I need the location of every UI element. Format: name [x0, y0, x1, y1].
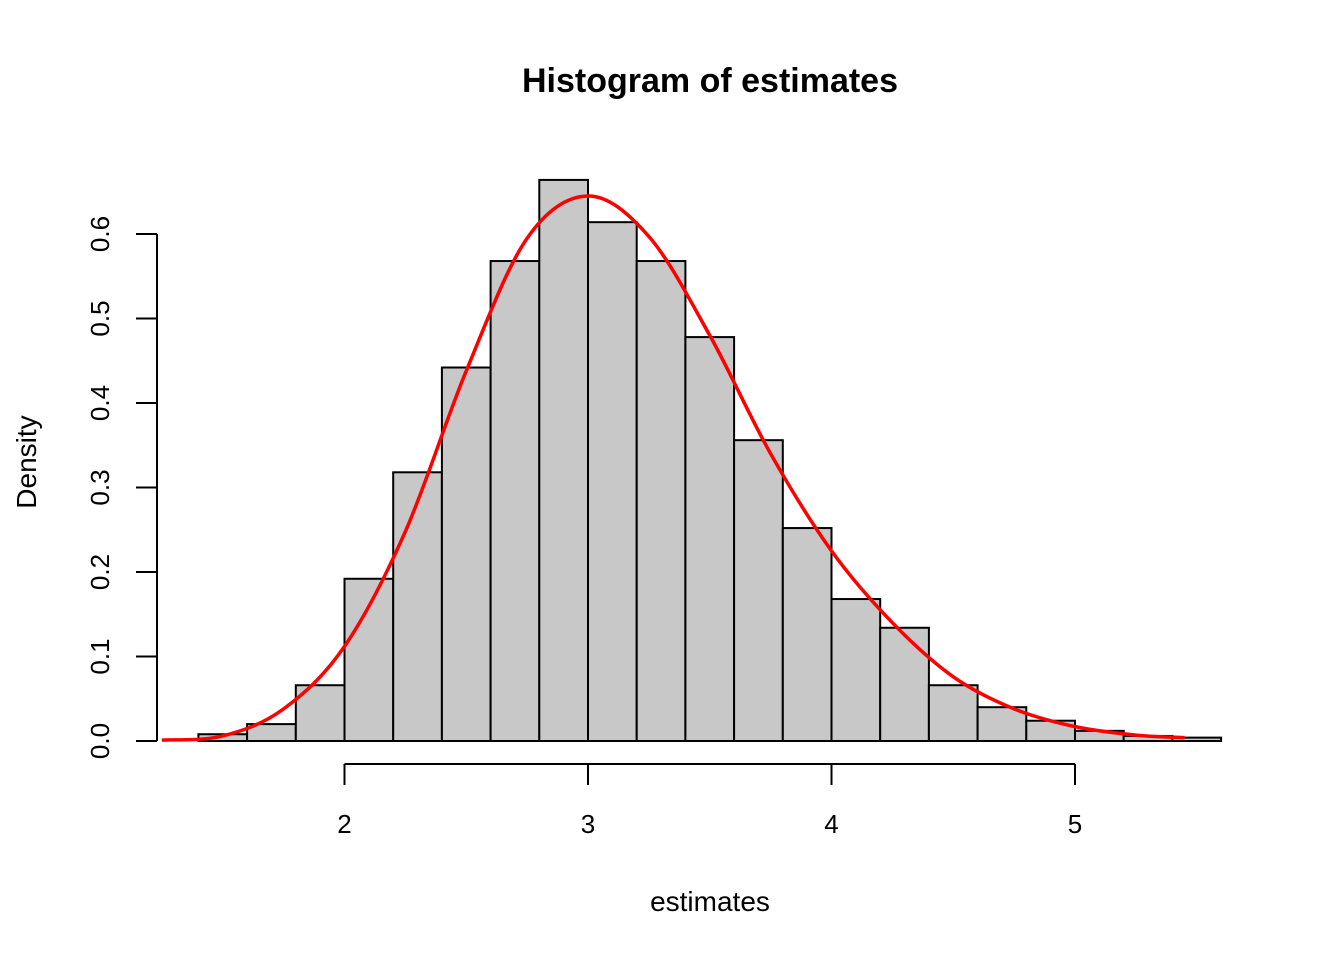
y-tick-label: 0.1 — [85, 638, 115, 674]
x-tick-label: 5 — [1068, 809, 1082, 839]
y-axis: 0.0 0.1 0.2 0.3 0.4 0.5 0.6 — [85, 216, 158, 759]
y-tick-label: 0.3 — [85, 469, 115, 505]
x-axis: 2 3 4 5 — [337, 763, 1082, 839]
y-axis-label: Density — [11, 415, 42, 508]
histogram-bar-21 — [1171, 736, 1223, 742]
density-curve — [161, 194, 1185, 742]
histogram-bar-14 — [830, 598, 882, 742]
histogram-bar-5 — [392, 471, 443, 742]
histogram-bar-10 — [635, 260, 687, 742]
histogram-bar-11 — [684, 336, 736, 742]
histogram-bar-9 — [587, 221, 638, 743]
x-tick-label: 3 — [581, 809, 595, 839]
y-tick-label: 0.5 — [85, 300, 115, 336]
x-tick-label: 2 — [337, 809, 351, 839]
histogram-bar-16 — [927, 684, 979, 742]
histogram-bars — [197, 178, 1223, 743]
x-axis-label: estimates — [650, 886, 770, 917]
histogram-bar-8 — [538, 178, 589, 743]
x-tick-label: 4 — [824, 809, 838, 839]
histogram-bar-15 — [879, 626, 930, 743]
y-tick-label: 0.4 — [85, 385, 115, 421]
histogram-bar-13 — [781, 527, 833, 742]
histogram-bar-7 — [489, 260, 541, 742]
histogram-bar-17 — [976, 706, 1028, 743]
histogram-bar-12 — [733, 439, 784, 742]
y-tick-label: 0.6 — [85, 216, 115, 252]
histogram-bar-6 — [440, 366, 492, 742]
chart-title: Histogram of estimates — [522, 62, 898, 100]
y-tick-label: 0.2 — [85, 554, 115, 590]
y-tick-label: 0.0 — [85, 723, 115, 759]
